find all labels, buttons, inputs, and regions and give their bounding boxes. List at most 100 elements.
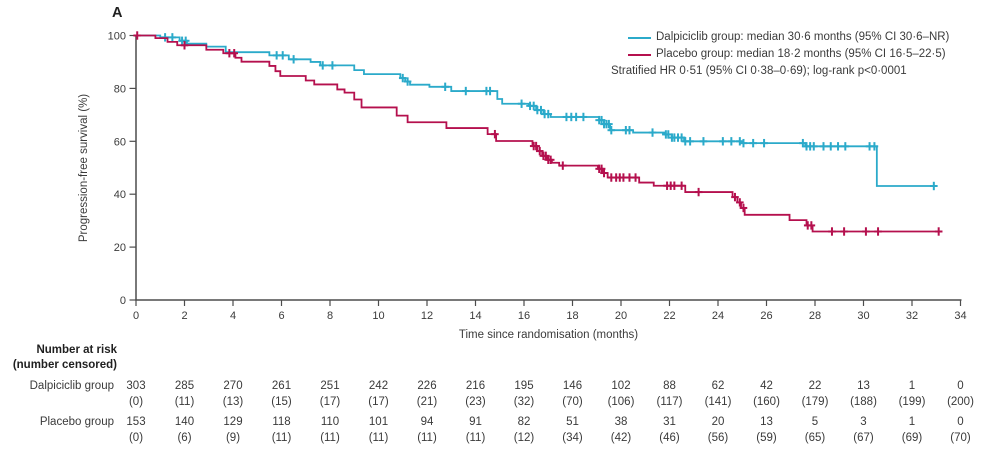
censored-value: (0)	[129, 396, 143, 408]
censored-value: (141)	[705, 396, 732, 408]
censored-value: (21)	[417, 396, 438, 408]
x-axis-title: Time since randomisation (months)	[458, 329, 639, 341]
at-risk-value: 153	[126, 416, 145, 428]
y-tick-label: 40	[114, 189, 126, 201]
panel-label: A	[112, 5, 123, 21]
x-tick-label: 20	[615, 310, 627, 322]
risk-row-label: Placebo group	[40, 416, 114, 428]
x-tick-label: 14	[469, 310, 481, 322]
x-tick-label: 6	[278, 310, 284, 322]
legend-stat-note: Stratified HR 0·51 (95% CI 0·38–0·69); l…	[611, 65, 907, 77]
at-risk-value: 242	[369, 380, 388, 392]
at-risk-value: 62	[712, 380, 725, 392]
censored-value: (34)	[562, 432, 583, 444]
x-tick-label: 8	[327, 310, 333, 322]
at-risk-value: 51	[566, 416, 579, 428]
at-risk-value: 91	[469, 416, 482, 428]
legend: Dalpiciclib group: median 30·6 months (9…	[611, 29, 949, 80]
legend-item-placebo: Placebo group: median 18·2 months (95% C…	[611, 46, 949, 63]
censored-value: (13)	[223, 396, 244, 408]
censored-value: (160)	[753, 396, 780, 408]
placebo-line-swatch	[628, 53, 651, 56]
censored-value: (42)	[611, 432, 632, 444]
censored-value: (12)	[514, 432, 535, 444]
at-risk-value: 102	[611, 380, 630, 392]
at-risk-value: 38	[615, 416, 628, 428]
at-risk-value: 140	[175, 416, 194, 428]
censored-value: (32)	[514, 396, 535, 408]
x-tick-label: 10	[372, 310, 384, 322]
series-dalpiciclib	[136, 33, 938, 191]
censored-value: (17)	[320, 396, 341, 408]
x-tick-label: 24	[712, 310, 724, 322]
y-tick-label: 60	[114, 136, 126, 148]
censored-value: (117)	[657, 396, 683, 408]
censored-value: (6)	[177, 432, 191, 444]
risk-row-label: Dalpiciclib group	[30, 380, 114, 392]
at-risk-value: 31	[663, 416, 676, 428]
x-tick-label: 0	[133, 310, 139, 322]
at-risk-value: 82	[518, 416, 531, 428]
x-tick-label: 26	[760, 310, 772, 322]
censored-value: (106)	[608, 396, 635, 408]
x-tick-label: 4	[230, 310, 236, 322]
censored-value: (46)	[659, 432, 680, 444]
censored-value: (0)	[129, 432, 143, 444]
at-risk-value: 88	[663, 380, 676, 392]
at-risk-value: 0	[957, 380, 963, 392]
censored-value: (15)	[271, 396, 292, 408]
at-risk-value: 13	[857, 380, 870, 392]
at-risk-value: 94	[421, 416, 434, 428]
censored-value: (59)	[756, 432, 777, 444]
y-tick-label: 20	[114, 242, 126, 254]
censored-value: (70)	[562, 396, 583, 408]
censored-value: (11)	[417, 432, 437, 444]
at-risk-value: 261	[272, 380, 291, 392]
y-tick-label: 100	[108, 31, 126, 43]
y-tick-label: 80	[114, 83, 126, 95]
legend-item-dalpiciclib: Dalpiciclib group: median 30·6 months (9…	[611, 29, 949, 46]
censored-value: (65)	[805, 432, 826, 444]
censored-value: (23)	[465, 396, 486, 408]
risk-table: Number at risk (number censored) Dalpicicl…	[13, 344, 974, 444]
censored-value: (17)	[368, 396, 389, 408]
x-tick-label: 28	[809, 310, 821, 322]
risk-table-header: Number at risk	[36, 344, 117, 356]
censored-value: (188)	[850, 396, 877, 408]
at-risk-value: 0	[957, 416, 963, 428]
x-tick-label: 34	[954, 310, 966, 322]
censored-value: (67)	[853, 432, 874, 444]
censored-value: (179)	[802, 396, 829, 408]
censored-value: (11)	[320, 432, 340, 444]
at-risk-value: 270	[223, 380, 242, 392]
x-tick-label: 30	[857, 310, 869, 322]
at-risk-value: 1	[909, 416, 915, 428]
x-tick-label: 12	[421, 310, 433, 322]
at-risk-value: 216	[466, 380, 485, 392]
x-tick-label: 18	[566, 310, 578, 322]
at-risk-value: 1	[909, 380, 915, 392]
censored-value: (199)	[899, 396, 926, 408]
at-risk-value: 118	[272, 416, 290, 428]
censored-value: (11)	[466, 432, 486, 444]
at-risk-value: 303	[126, 380, 145, 392]
censored-value: (69)	[902, 432, 923, 444]
legend-label-dalpiciclib: Dalpiciclib group: median 30·6 months (9…	[656, 31, 950, 43]
x-tick-label: 32	[906, 310, 918, 322]
at-risk-value: 22	[809, 380, 822, 392]
at-risk-value: 195	[514, 380, 533, 392]
censored-value: (9)	[226, 432, 240, 444]
x-tick-label: 16	[518, 310, 530, 322]
censored-value: (200)	[947, 396, 974, 408]
risk-table-header: (number censored)	[13, 359, 117, 371]
at-risk-value: 285	[175, 380, 194, 392]
at-risk-value: 226	[417, 380, 436, 392]
at-risk-value: 5	[812, 416, 818, 428]
x-tick-label: 22	[663, 310, 675, 322]
y-tick-label: 0	[120, 295, 126, 307]
dalpiciclib-line-swatch	[628, 36, 651, 39]
at-risk-value: 42	[760, 380, 773, 392]
y-axis-title: Progression-free survival (%)	[78, 93, 90, 243]
at-risk-value: 20	[712, 416, 725, 428]
